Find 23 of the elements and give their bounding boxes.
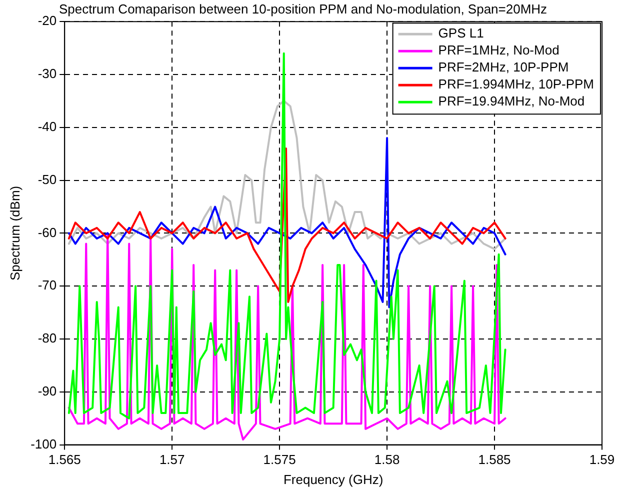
x-tick-label: 1.59 (589, 452, 615, 468)
x-tick-label: 1.58 (374, 452, 400, 468)
legend-label: PRF=2MHz, 10P-PPM (438, 60, 569, 75)
legend-label: PRF=1.994MHz, 10P-PPM (438, 76, 594, 92)
y-tick-label: -20 (38, 13, 57, 28)
y-tick-label: -90 (38, 383, 57, 398)
y-tick-label: -70 (38, 278, 57, 293)
legend-label: GPS L1 (438, 26, 484, 41)
y-tick-label: -50 (38, 172, 57, 187)
y-tick-label: -100 (30, 436, 57, 452)
legend-label: PRF=1MHz, No-Mod (438, 42, 560, 58)
y-axis-title: Spectrum (dBm) (7, 186, 22, 281)
legend-label: PRF=19.94MHz, No-Mod (438, 94, 585, 109)
y-tick-label: -40 (38, 118, 57, 134)
x-axis-title: Frequency (GHz) (283, 472, 384, 487)
x-tick-label: 1.565 (48, 452, 81, 468)
y-tick-label: -80 (38, 330, 57, 346)
y-tick-label: -60 (38, 224, 57, 240)
x-tick-label: 1.57 (159, 452, 185, 468)
x-tick-label: 1.575 (263, 452, 296, 468)
chart-title: Spectrum Comaparison between 10-position PPM and No-modulation, Span=20MHz (58, 1, 548, 16)
x-tick-label: 1.585 (478, 452, 511, 468)
y-tick-label: -30 (38, 66, 57, 82)
